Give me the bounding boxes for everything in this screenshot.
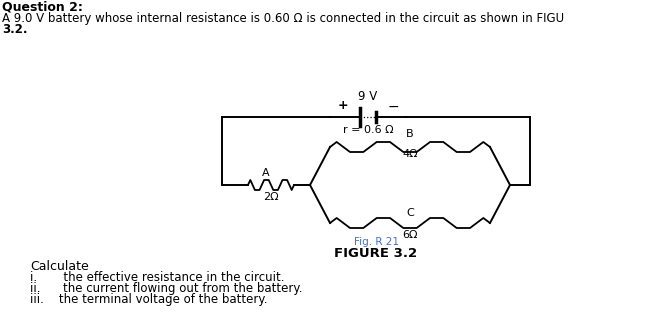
Text: Calculate: Calculate [30,260,89,273]
Text: i.       the effective resistance in the circuit.: i. the effective resistance in the circu… [30,271,284,284]
Text: 2Ω: 2Ω [263,192,279,202]
Text: 3.2.: 3.2. [2,23,28,36]
Text: A: A [262,168,270,178]
Text: FIGURE 3.2: FIGURE 3.2 [334,247,418,260]
Text: +: + [338,99,348,112]
Text: iii.    the terminal voltage of the battery.: iii. the terminal voltage of the battery… [30,293,268,306]
Text: r = 0.6 Ω: r = 0.6 Ω [342,125,393,135]
Text: Fig. R 21: Fig. R 21 [354,237,399,247]
Text: 9 V: 9 V [358,90,377,103]
Text: −: − [387,100,399,114]
Text: ii.      the current flowing out from the battery.: ii. the current flowing out from the bat… [30,282,303,295]
Text: Question 2:: Question 2: [2,1,83,14]
Text: A 9.0 V battery whose internal resistance is 0.60 Ω is connected in the circuit : A 9.0 V battery whose internal resistanc… [2,12,564,25]
Text: B: B [407,129,414,139]
Text: 6Ω: 6Ω [403,230,418,240]
Text: 4Ω: 4Ω [402,149,418,159]
Text: C: C [406,208,414,218]
